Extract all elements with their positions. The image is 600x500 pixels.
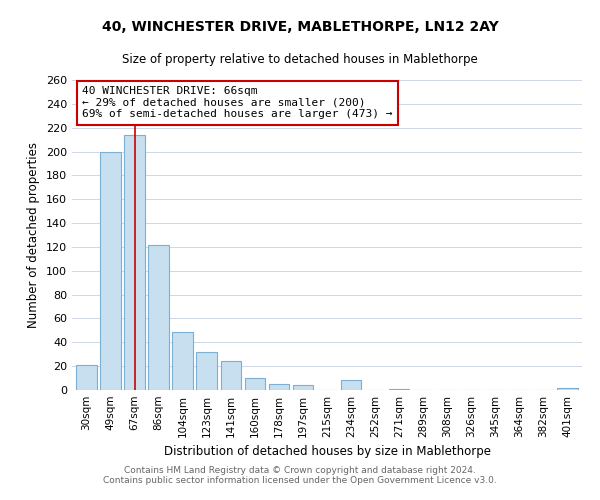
Bar [196, 352, 217, 390]
Bar [100, 152, 121, 390]
Bar [221, 362, 241, 390]
X-axis label: Distribution of detached houses by size in Mablethorpe: Distribution of detached houses by size … [163, 446, 491, 458]
Text: Size of property relative to detached houses in Mablethorpe: Size of property relative to detached ho… [122, 52, 478, 66]
Y-axis label: Number of detached properties: Number of detached properties [28, 142, 40, 328]
Bar [172, 332, 193, 390]
Text: 40, WINCHESTER DRIVE, MABLETHORPE, LN12 2AY: 40, WINCHESTER DRIVE, MABLETHORPE, LN12 … [101, 20, 499, 34]
Bar [148, 244, 169, 390]
Text: 40 WINCHESTER DRIVE: 66sqm
← 29% of detached houses are smaller (200)
69% of sem: 40 WINCHESTER DRIVE: 66sqm ← 29% of deta… [82, 86, 392, 120]
Bar [124, 135, 145, 390]
Bar [557, 388, 578, 390]
Bar [76, 365, 97, 390]
Bar [269, 384, 289, 390]
Bar [293, 385, 313, 390]
Bar [341, 380, 361, 390]
Bar [245, 378, 265, 390]
Text: Contains HM Land Registry data © Crown copyright and database right 2024.
Contai: Contains HM Land Registry data © Crown c… [103, 466, 497, 485]
Bar [389, 389, 409, 390]
